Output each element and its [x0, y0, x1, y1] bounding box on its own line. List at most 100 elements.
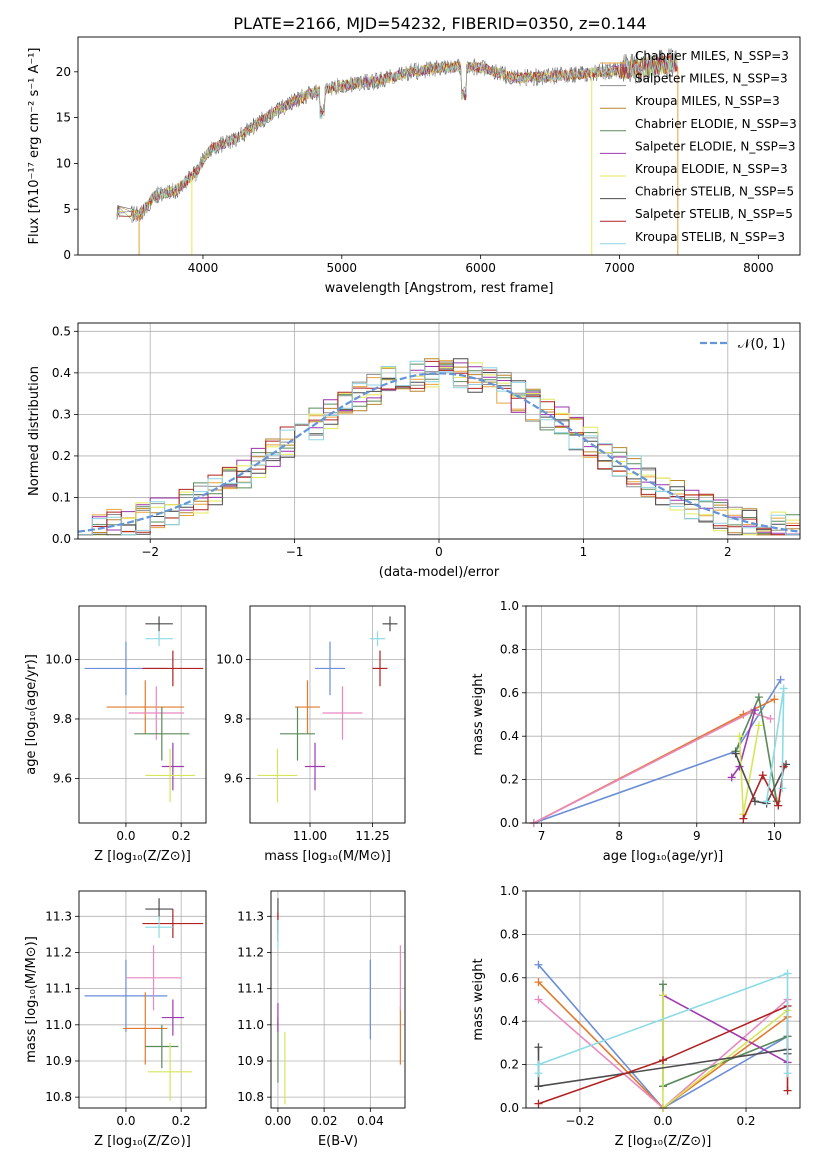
weight-series [662, 984, 788, 1088]
spectrum-series [116, 56, 678, 220]
y-tick-label: 0.3 [52, 407, 71, 421]
axes-frame [77, 36, 801, 256]
x-tick-label: 0.2 [172, 1114, 191, 1128]
y-tick-label: 1.0 [500, 599, 519, 613]
x-tick-label: 0.2 [736, 1114, 755, 1128]
legend-label: Chabrier ELODIE, N_SSP=3 [635, 117, 797, 131]
x-tick-label: 10 [767, 829, 782, 843]
axes-frame [525, 605, 801, 824]
weight-point [770, 695, 779, 704]
y-tick-label: 0.1 [52, 490, 71, 504]
y-tick-label: 5 [63, 202, 71, 216]
legend-label: Kroupa MILES, N_SSP=3 [635, 94, 780, 108]
weight-point [783, 1086, 792, 1095]
spectrum-panel: 4000 5000 6000 7000 8000 0 5 10 15 20 wavelength [… [27, 36, 801, 296]
weight-point [659, 1056, 667, 1065]
weight-series [742, 766, 785, 820]
axes-frame [525, 890, 801, 1109]
y-axis-label: mass weight [471, 958, 486, 1040]
x-tick-label: 7 [538, 829, 546, 843]
x-tick-label: 0.0 [116, 829, 135, 843]
y-tick-label: 11.3 [237, 909, 264, 923]
weight-series [662, 994, 788, 1064]
x-tick-label: 0.2 [172, 829, 191, 843]
y-axis-label: mass weight [471, 673, 486, 755]
residual-histogram [78, 362, 800, 536]
y-axis-label: age [log₁₀(age/yr)] [24, 654, 39, 775]
x-tick-label: −1 [286, 545, 304, 559]
y-tick-label: 10.0 [45, 653, 72, 667]
x-tick-label: −0.2 [565, 1114, 594, 1128]
y-tick-label: 10.8 [45, 1090, 72, 1104]
weight-point [779, 762, 788, 771]
weight-point [534, 1069, 543, 1078]
y-tick-label: 0.6 [500, 686, 519, 700]
weight-point [534, 960, 543, 969]
weight-point [739, 814, 748, 823]
x-tick-label: 0 [435, 545, 443, 559]
weight-point [774, 801, 783, 810]
weight-vs-metallicity-panel: −0.2 0.0 0.2 0.0 0.2 0.4 0.6 0.8 1.0 Z [log₁₀(Z/Z… [471, 884, 801, 1149]
x-axis-label: (data-model)/error [379, 565, 500, 580]
x-tick-label: 8000 [743, 261, 774, 275]
y-tick-label: 11.0 [45, 1018, 72, 1032]
y-tick-label: 9.8 [53, 712, 72, 726]
y-tick-label: 10.9 [237, 1054, 264, 1068]
x-axis-label: wavelength [Angstrom, rest frame] [325, 281, 554, 296]
mass-vs-reddening-panel: 0.00 0.02 0.04 10.8 10.9 11.0 11.1 11.2 11.3 E(B-… [237, 890, 406, 1149]
weight-vs-age-panel: 7 8 9 10 0.0 0.2 0.4 0.6 0.8 1.0 age [log₁₀(age/yr… [471, 599, 801, 864]
y-tick-label: 9.6 [224, 771, 243, 785]
weight-point [750, 706, 759, 715]
weight-point [783, 969, 792, 978]
y-tick-label: 20 [56, 65, 71, 79]
axes-frame [270, 890, 406, 1109]
y-tick-label: 0.6 [500, 971, 519, 985]
x-tick-label: 9 [693, 829, 701, 843]
y-tick-label: 0.0 [500, 816, 519, 830]
y-tick-label: 0.4 [52, 366, 71, 380]
weight-series [533, 711, 771, 824]
x-axis-label: age [log₁₀(age/yr)] [603, 849, 724, 864]
y-tick-label: 0.2 [500, 773, 519, 787]
mass-vs-metallicity-panel: 0.0 0.2 10.8 10.9 11.0 11.1 11.2 11.3 Z [log₁₀(Z… [24, 890, 207, 1149]
normal-curve [77, 372, 801, 533]
y-tick-label: 0.0 [52, 532, 71, 546]
y-tick-label: 0.2 [52, 449, 71, 463]
axes-frame [78, 605, 207, 824]
weight-point [783, 1069, 792, 1078]
spectrum-series [116, 53, 678, 219]
weight-point [534, 978, 543, 987]
y-tick-label: 15 [56, 111, 71, 125]
weight-point [779, 684, 788, 693]
weight-point [776, 675, 785, 684]
y-tick-label: 11.0 [237, 1018, 264, 1032]
x-axis-label: Z [log₁₀(Z/Z⊙)] [94, 849, 191, 864]
y-tick-label: 0.2 [500, 1058, 519, 1072]
weight-point [659, 980, 667, 989]
legend-label: Salpeter MILES, N_SSP=3 [635, 72, 788, 86]
legend-label: Chabrier MILES, N_SSP=3 [635, 49, 789, 63]
weight-point [534, 1099, 543, 1108]
y-tick-label: 9.6 [53, 771, 72, 785]
residuals-panel: −2 −1 0 1 2 0.0 0.1 0.2 0.3 0.4 0.5 (data-model)/er… [27, 322, 801, 580]
y-tick-label: 11.3 [45, 909, 72, 923]
weight-point [758, 771, 767, 780]
weight-point [750, 797, 759, 806]
weight-point [754, 693, 763, 702]
x-tick-label: 0.04 [357, 1114, 384, 1128]
weight-point [735, 732, 744, 741]
axes-frame [77, 322, 801, 540]
y-axis-label: Normed distribution [27, 366, 42, 496]
weight-point [534, 995, 543, 1004]
y-tick-label: 0.4 [500, 729, 519, 743]
y-tick-label: 0.0 [500, 1101, 519, 1115]
x-tick-label: 0.02 [311, 1114, 338, 1128]
y-tick-label: 10.8 [237, 1090, 264, 1104]
x-axis-label: Z [log₁₀(Z/Z⊙)] [94, 1134, 191, 1149]
legend-label: Salpeter STELIB, N_SSP=5 [635, 207, 793, 221]
weight-point [766, 714, 775, 723]
y-tick-label: 11.1 [237, 982, 264, 996]
x-tick-label: 5000 [327, 261, 358, 275]
weight-point [534, 1082, 543, 1091]
weight-series [537, 972, 789, 1074]
